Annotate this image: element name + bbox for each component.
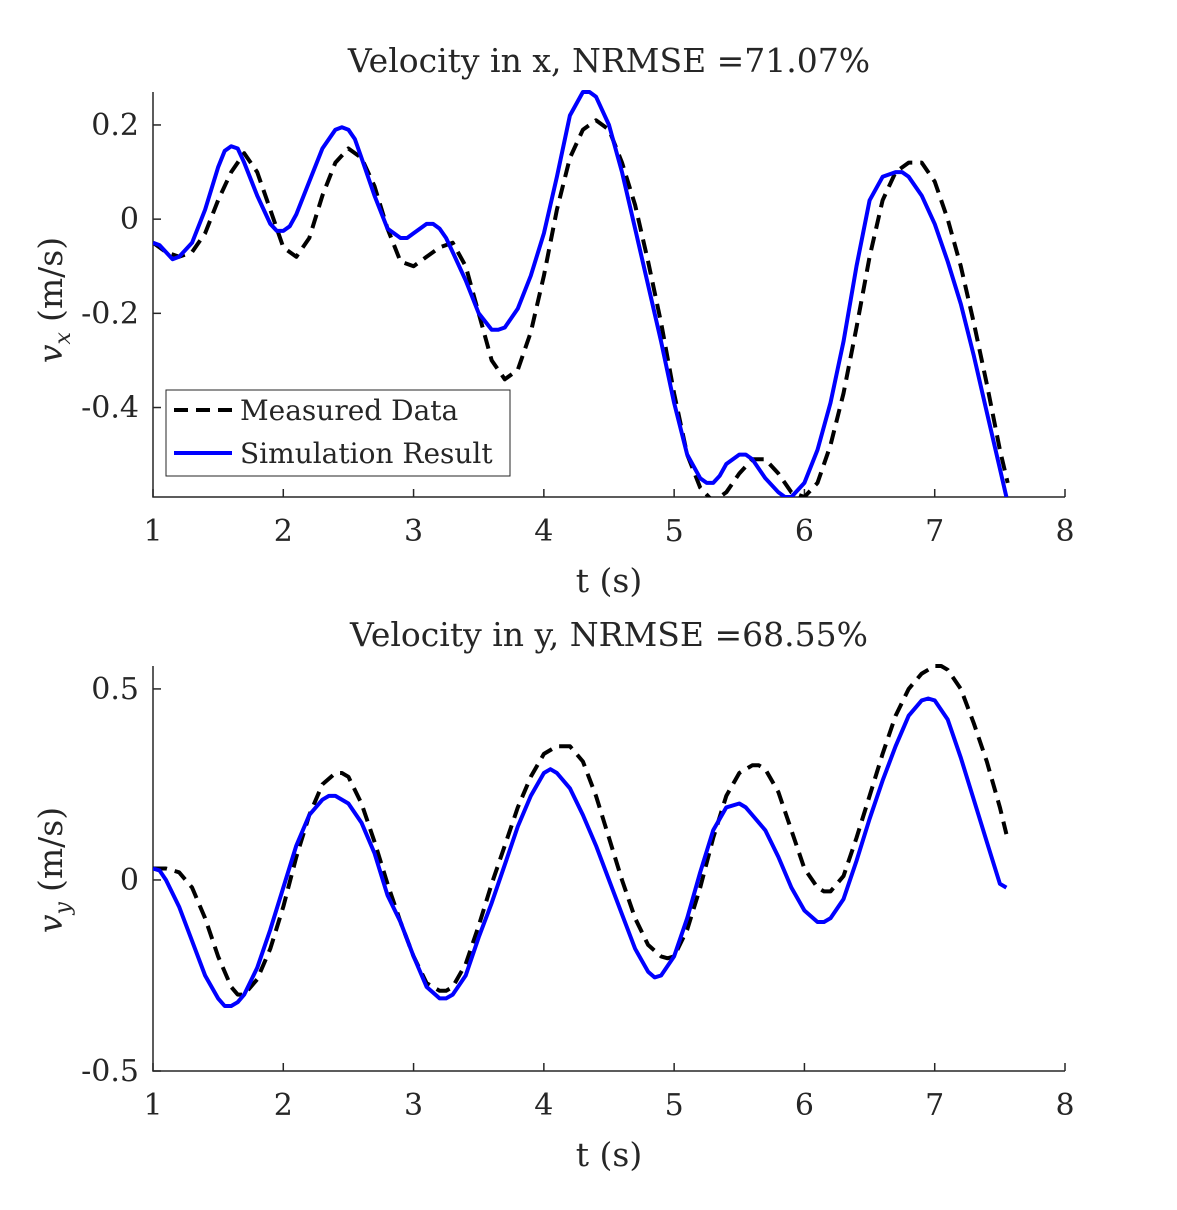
y-tick-label: 0 bbox=[120, 202, 139, 237]
legend-box bbox=[165, 389, 511, 477]
x-tick-label: 2 bbox=[274, 1088, 293, 1123]
chart-title-y: Velocity in y, NRMSE =68.55% bbox=[349, 615, 868, 654]
x-tick-label: 3 bbox=[404, 514, 423, 549]
y-ticks-y: 0.5 0 -0.5 bbox=[81, 672, 161, 1089]
measured-data-line-x bbox=[153, 118, 1010, 497]
y-axis-label-unit: (m/s) bbox=[31, 807, 70, 892]
x-tick-label: 8 bbox=[1055, 1088, 1074, 1123]
x-tick-label: 7 bbox=[925, 1088, 944, 1123]
y-axis-label-symbol: v bbox=[31, 344, 70, 363]
y-tick-label: -0.4 bbox=[81, 391, 139, 426]
y-tick-label: 0.5 bbox=[91, 672, 139, 707]
x-axis-label-y: t (s) bbox=[576, 1135, 642, 1174]
x-ticks-y: 1 2 3 4 5 6 7 8 bbox=[143, 1063, 1075, 1123]
y-tick-label: 0 bbox=[120, 863, 139, 898]
x-tick-label: 4 bbox=[534, 514, 553, 549]
y-tick-label: -0.2 bbox=[81, 296, 139, 331]
x-tick-label: 5 bbox=[665, 514, 684, 549]
x-tick-label: 7 bbox=[925, 514, 944, 549]
x-tick-label: 8 bbox=[1055, 514, 1074, 549]
x-tick-label: 4 bbox=[534, 1088, 553, 1123]
x-tick-label: 1 bbox=[143, 1088, 162, 1123]
series-group-y bbox=[153, 664, 1009, 1008]
x-tick-label: 5 bbox=[665, 1088, 684, 1123]
simulation-result-line-y bbox=[153, 696, 1008, 1008]
x-tick-label: 6 bbox=[795, 514, 814, 549]
legend: Measured Data Simulation Result bbox=[165, 389, 511, 477]
x-tick-label: 2 bbox=[274, 514, 293, 549]
panel-velocity-y: Velocity in y, NRMSE =68.55% 1 2 3 4 5 6 7 8 0.… bbox=[31, 615, 1075, 1174]
series-group-x bbox=[153, 90, 1010, 497]
y-tick-label: -0.5 bbox=[81, 1054, 139, 1089]
y-tick-label: 0.2 bbox=[91, 108, 139, 143]
simulation-result-line-x bbox=[153, 90, 1009, 497]
x-tick-label: 1 bbox=[143, 514, 162, 549]
y-axis-label-y: vy (m/s) bbox=[31, 807, 76, 933]
y-axis-label-subscript: x bbox=[51, 331, 76, 344]
legend-label-simulation: Simulation Result bbox=[240, 437, 493, 470]
legend-label-measured: Measured Data bbox=[240, 394, 458, 427]
measured-data-line-y bbox=[153, 664, 1009, 997]
x-tick-label: 3 bbox=[404, 1088, 423, 1123]
panel-velocity-x: Velocity in x, NRMSE =71.07% 1 2 3 4 5 6 7 8 0.… bbox=[31, 41, 1075, 600]
y-axis-label-x: vx (m/s) bbox=[31, 237, 76, 363]
y-axis-label-unit: (m/s) bbox=[31, 237, 70, 322]
x-axis-label-x: t (s) bbox=[576, 561, 642, 600]
y-ticks-x: 0.2 0 -0.2 -0.4 bbox=[81, 108, 161, 426]
x-ticks-x: 1 2 3 4 5 6 7 8 bbox=[143, 489, 1075, 549]
y-axis-label-subscript: y bbox=[51, 901, 76, 915]
x-tick-label: 6 bbox=[795, 1088, 814, 1123]
y-axis-label-symbol: v bbox=[31, 914, 70, 933]
chart-title-x: Velocity in x, NRMSE =71.07% bbox=[347, 41, 870, 80]
